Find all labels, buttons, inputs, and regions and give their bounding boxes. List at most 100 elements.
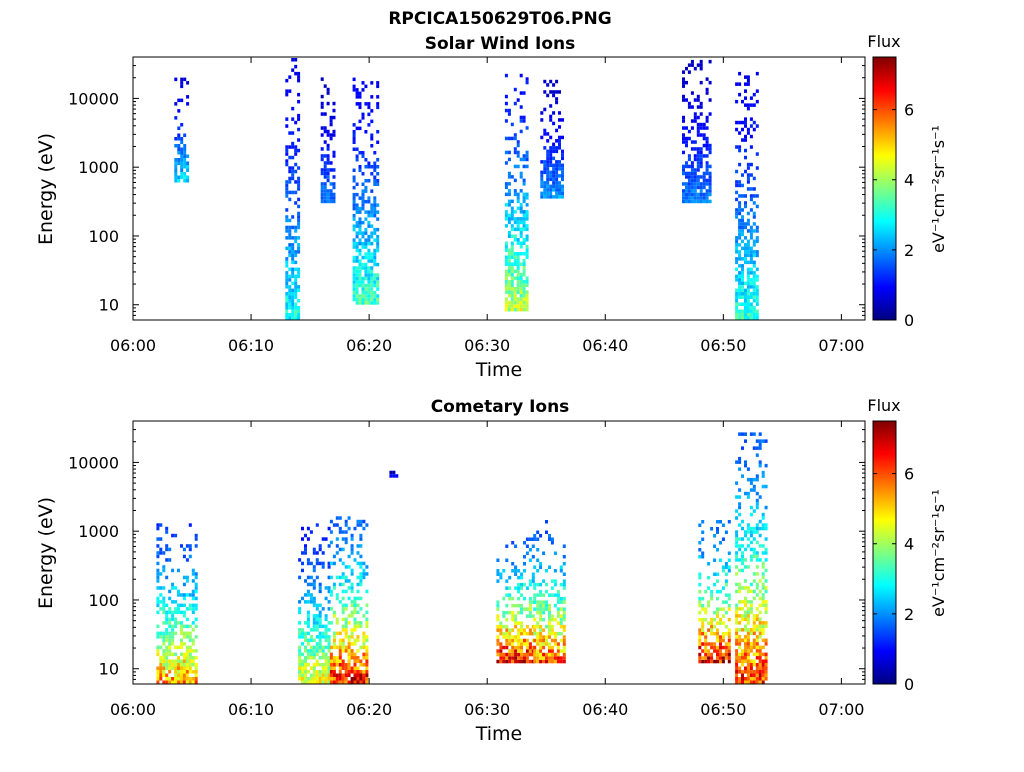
spectrogram-cell	[696, 192, 700, 197]
spectrogram-cell	[701, 520, 705, 524]
spectrogram-cell	[746, 677, 750, 681]
spectrogram-cell	[365, 656, 369, 660]
spectrogram-cell	[516, 217, 520, 221]
spectrogram-cell	[561, 191, 564, 196]
spectrogram-cell	[713, 649, 717, 653]
plot-frame	[132, 420, 866, 685]
spectrogram-cell	[749, 607, 753, 611]
spectrogram-cell	[309, 593, 313, 597]
spectrogram-cell	[304, 635, 307, 639]
spectrogram-cell	[162, 638, 166, 643]
spectrogram-cell	[727, 617, 731, 622]
spectrogram-cell	[162, 649, 166, 653]
spectrogram-cell	[744, 649, 747, 653]
spectrogram-cell	[746, 523, 750, 527]
spectrogram-cell	[376, 210, 380, 214]
spectrogram-cell	[696, 168, 700, 172]
spectrogram-cell	[315, 659, 319, 663]
x-tick-label: 06:20	[346, 336, 392, 355]
spectrogram-cell	[361, 266, 365, 270]
spectrogram-cell	[516, 300, 520, 305]
spectrogram-cell	[755, 652, 759, 657]
spectrogram-cell	[525, 631, 529, 636]
spectrogram-cell	[156, 670, 160, 674]
spectrogram-cell	[350, 670, 354, 674]
spectrogram-cell	[327, 565, 331, 569]
spectrogram-cell	[353, 656, 357, 660]
colorbar-label: eV⁻¹cm⁻²sr⁻¹s⁻¹	[929, 489, 948, 617]
spectrogram-cell	[285, 278, 289, 282]
spectrogram-cell	[312, 666, 316, 670]
spectrogram-cell	[180, 77, 184, 82]
spectrogram-cell	[510, 199, 514, 204]
spectrogram-cell	[562, 596, 566, 601]
spectrogram-cell	[528, 600, 532, 604]
spectrogram-cell	[165, 544, 169, 548]
spectrogram-cell	[705, 171, 709, 176]
spectrogram-cell	[329, 199, 333, 204]
spectrogram-cell	[298, 628, 302, 632]
spectrogram-cell	[156, 579, 160, 583]
spectrogram-cell	[362, 673, 366, 677]
spectrogram-cell	[749, 250, 753, 254]
spectrogram-cell	[359, 670, 363, 674]
spectrogram-cell	[338, 638, 342, 643]
spectrogram-cell	[719, 649, 722, 653]
spectrogram-cell	[309, 628, 313, 632]
spectrogram-cell	[735, 250, 739, 254]
spectrogram-cell	[304, 673, 307, 677]
spectrogram-cell	[716, 631, 719, 636]
spectrogram-cell	[304, 631, 307, 636]
spectrogram-cell	[699, 199, 703, 204]
spectrogram-cell	[376, 227, 380, 232]
spectrogram-cell	[744, 257, 747, 261]
spectrogram-cell	[364, 269, 368, 274]
spectrogram-cell	[548, 659, 551, 664]
spectrogram-cell	[724, 656, 728, 660]
spectrogram-cell	[746, 663, 750, 667]
spectrogram-cell	[764, 526, 768, 531]
spectrogram-cell	[329, 540, 333, 545]
spectrogram-cell	[370, 255, 374, 260]
spectrogram-cell	[182, 610, 186, 615]
spectrogram-cell	[562, 562, 566, 566]
spectrogram-cell	[499, 631, 503, 636]
spectrogram-cell	[285, 215, 289, 219]
spectrogram-cell	[741, 222, 744, 226]
spectrogram-cell	[364, 283, 368, 288]
spectrogram-cell	[752, 316, 756, 320]
spectrogram-cell	[710, 645, 714, 650]
spectrogram-cell	[361, 199, 365, 204]
spectrogram-cell	[159, 659, 163, 663]
spectrogram-cell	[355, 126, 359, 131]
spectrogram-cell	[761, 628, 765, 632]
spectrogram-cell	[746, 302, 750, 306]
spectrogram-cell	[496, 600, 500, 604]
spectrogram-cell	[315, 617, 319, 622]
spectrogram-cell	[724, 530, 728, 534]
spectrogram-cell	[185, 680, 189, 684]
spectrogram-cell	[174, 137, 178, 141]
spectrogram-cell	[326, 154, 330, 158]
spectrogram-cell	[716, 652, 719, 657]
spectrogram-cell	[744, 288, 747, 293]
spectrogram-cell	[329, 530, 333, 534]
spectrogram-cell	[752, 306, 756, 310]
spectrogram-cell	[324, 673, 328, 677]
spectrogram-cell	[744, 558, 747, 562]
spectrogram-cell	[738, 544, 742, 548]
spectrogram-cell	[350, 533, 354, 538]
spectrogram-cell	[682, 136, 685, 141]
spectrogram-cell	[746, 621, 750, 625]
spectrogram-cell	[370, 276, 374, 281]
spectrogram-cell	[687, 105, 691, 109]
spectrogram-cell	[162, 596, 166, 601]
spectrogram-cell	[543, 160, 547, 164]
spectrogram-cell	[359, 582, 363, 587]
spectrogram-cell	[746, 642, 750, 646]
colorbar-tick-label: 4	[904, 535, 914, 554]
spectrogram-cell	[707, 603, 711, 608]
spectrogram-cell	[355, 154, 359, 158]
